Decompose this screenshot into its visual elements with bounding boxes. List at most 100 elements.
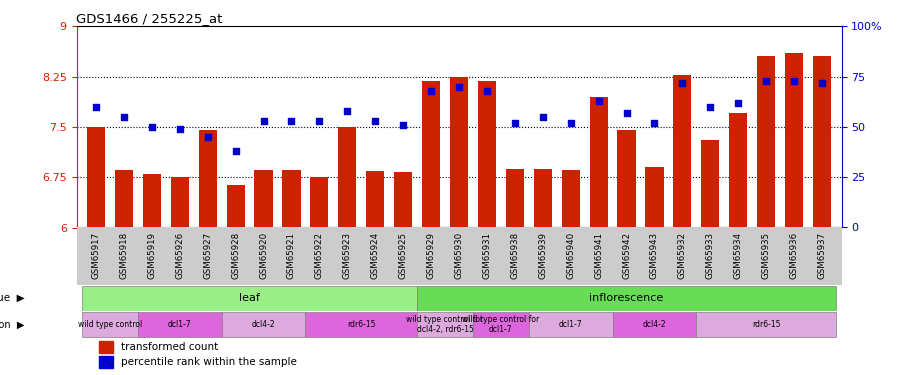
Text: genotype/variation  ▶: genotype/variation ▶ [0, 320, 24, 330]
Bar [529, 312, 613, 337]
Point [452, 84, 466, 90]
Bar [617, 130, 635, 228]
Point [591, 98, 606, 104]
Text: GSM65933: GSM65933 [706, 232, 715, 279]
Bar [729, 114, 747, 228]
Text: dcl1-7: dcl1-7 [559, 320, 582, 329]
Bar [283, 171, 301, 228]
Bar [673, 75, 691, 228]
Point [619, 110, 634, 116]
Bar [450, 76, 468, 228]
Text: GSM65939: GSM65939 [538, 232, 547, 279]
Text: GSM65927: GSM65927 [203, 232, 212, 279]
Text: transformed count: transformed count [121, 342, 218, 352]
Point [284, 118, 299, 124]
Text: GSM65931: GSM65931 [482, 232, 491, 279]
Bar [143, 174, 161, 228]
Text: GSM65918: GSM65918 [120, 232, 129, 279]
Point [340, 108, 355, 114]
Point [703, 104, 717, 110]
Text: GSM65929: GSM65929 [427, 232, 436, 279]
Text: GSM65919: GSM65919 [148, 232, 157, 279]
Point [731, 100, 745, 106]
Point [117, 114, 131, 120]
Bar [506, 169, 524, 228]
Text: dcl4-2: dcl4-2 [643, 320, 666, 329]
Text: wild type control for
dcl1-7: wild type control for dcl1-7 [463, 315, 539, 334]
Text: GSM65924: GSM65924 [371, 232, 380, 279]
Point [229, 148, 243, 154]
Text: GSM65941: GSM65941 [594, 232, 603, 279]
Text: dcl1-7: dcl1-7 [168, 320, 192, 329]
Bar [697, 312, 836, 337]
Text: GSM65943: GSM65943 [650, 232, 659, 279]
Text: wild type control: wild type control [78, 320, 142, 329]
Point [89, 104, 104, 110]
Text: GSM65930: GSM65930 [454, 232, 464, 279]
Text: inflorescence: inflorescence [590, 293, 663, 303]
Point [256, 118, 271, 124]
Bar [757, 57, 775, 228]
Point [424, 88, 438, 94]
Bar [221, 312, 305, 337]
Text: wild type control for
dcl4-2, rdr6-15: wild type control for dcl4-2, rdr6-15 [407, 315, 483, 334]
Bar [785, 53, 803, 228]
Bar [394, 172, 412, 228]
Point [675, 80, 689, 86]
Point [201, 134, 215, 140]
Bar [99, 356, 113, 368]
Bar [417, 312, 473, 337]
Text: leaf: leaf [239, 293, 260, 303]
Bar [82, 312, 138, 337]
Text: GSM65928: GSM65928 [231, 232, 240, 279]
Bar [562, 170, 580, 228]
Text: rdr6-15: rdr6-15 [347, 320, 375, 329]
Point [647, 120, 662, 126]
Text: GSM65932: GSM65932 [678, 232, 687, 279]
Bar [227, 185, 245, 228]
Text: GSM65935: GSM65935 [761, 232, 770, 279]
Bar [473, 312, 529, 337]
Text: GSM65926: GSM65926 [176, 232, 184, 279]
Point [145, 124, 159, 130]
Text: rdr6-15: rdr6-15 [752, 320, 780, 329]
Point [480, 88, 494, 94]
Text: GSM65942: GSM65942 [622, 232, 631, 279]
Bar [82, 285, 417, 311]
Bar [422, 81, 440, 228]
Bar [366, 171, 384, 228]
Text: GSM65917: GSM65917 [92, 232, 101, 279]
Bar [417, 285, 836, 311]
Text: GSM65938: GSM65938 [510, 232, 519, 279]
Point [536, 114, 550, 120]
Text: GSM65921: GSM65921 [287, 232, 296, 279]
Text: GSM65922: GSM65922 [315, 232, 324, 279]
Text: tissue  ▶: tissue ▶ [0, 293, 24, 303]
Bar [310, 177, 328, 228]
Text: GSM65934: GSM65934 [734, 232, 742, 279]
Text: GSM65937: GSM65937 [817, 232, 826, 279]
Point [368, 118, 382, 124]
Bar [99, 341, 113, 353]
Text: dcl4-2: dcl4-2 [252, 320, 275, 329]
Bar [613, 312, 697, 337]
Text: GSM65920: GSM65920 [259, 232, 268, 279]
Bar [590, 97, 608, 228]
Bar [255, 171, 273, 228]
Bar [87, 127, 105, 228]
Point [787, 78, 801, 84]
Bar [701, 140, 719, 228]
Bar [305, 312, 417, 337]
Point [173, 126, 187, 132]
Point [814, 80, 829, 86]
Point [563, 120, 578, 126]
Bar [645, 167, 663, 228]
Bar [199, 129, 217, 228]
Bar [115, 171, 133, 228]
Bar [534, 169, 552, 228]
Text: percentile rank within the sample: percentile rank within the sample [121, 357, 297, 367]
Bar [478, 81, 496, 228]
Bar [138, 312, 221, 337]
Text: GSM65925: GSM65925 [399, 232, 408, 279]
Point [508, 120, 522, 126]
